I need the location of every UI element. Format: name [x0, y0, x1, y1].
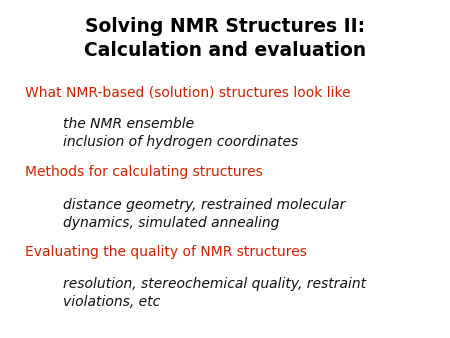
Text: inclusion of hydrogen coordinates: inclusion of hydrogen coordinates	[63, 135, 298, 149]
Text: What NMR-based (solution) structures look like: What NMR-based (solution) structures loo…	[25, 86, 351, 100]
Text: resolution, stereochemical quality, restraint
violations, etc: resolution, stereochemical quality, rest…	[63, 277, 366, 309]
Text: Methods for calculating structures: Methods for calculating structures	[25, 165, 262, 179]
Text: Evaluating the quality of NMR structures: Evaluating the quality of NMR structures	[25, 245, 306, 259]
Text: the NMR ensemble: the NMR ensemble	[63, 117, 194, 130]
Text: distance geometry, restrained molecular
dynamics, simulated annealing: distance geometry, restrained molecular …	[63, 198, 346, 230]
Text: Solving NMR Structures II:
Calculation and evaluation: Solving NMR Structures II: Calculation a…	[84, 17, 366, 61]
